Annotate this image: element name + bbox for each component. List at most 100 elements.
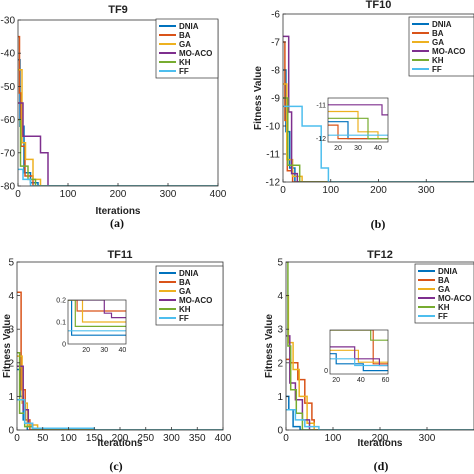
inset-series-line bbox=[328, 117, 388, 140]
inset-series-line bbox=[330, 349, 388, 363]
y-tick-label: 5 bbox=[277, 258, 283, 269]
y-tick-label: -7 bbox=[271, 38, 280, 49]
x-axis-label: Iterations bbox=[357, 438, 402, 449]
legend-label: FF bbox=[438, 312, 448, 321]
legend-box bbox=[155, 18, 219, 79]
series-group bbox=[18, 35, 218, 186]
x-tick-label: 400 bbox=[210, 189, 227, 200]
inset-x-tick-label: 40 bbox=[374, 145, 382, 152]
inset-series-line bbox=[68, 300, 126, 312]
y-tick-label: e-70 bbox=[0, 148, 15, 159]
inset-series-line bbox=[330, 353, 388, 372]
y-tick-label: 0 bbox=[277, 426, 283, 437]
series-group bbox=[283, 35, 474, 182]
legend-label: BA bbox=[179, 278, 191, 287]
inset-plot: 20 30 40 -12 -11 bbox=[316, 97, 389, 152]
legend-label: BA bbox=[179, 31, 191, 40]
x-tick-label: 0 bbox=[283, 433, 289, 444]
inset-plot: 20 30 40 0 0.1 0.2 bbox=[56, 298, 126, 355]
y-tick-label: 1 bbox=[277, 392, 283, 403]
x-tick-label: 100 bbox=[60, 189, 77, 200]
series-line-ff bbox=[286, 409, 474, 430]
chart-title: TF12 bbox=[367, 249, 393, 261]
series-line-dnia bbox=[283, 69, 474, 182]
inset-x-tick-label: 20 bbox=[82, 347, 90, 354]
y-tick-label: -6 bbox=[271, 10, 280, 21]
chart-title: TF11 bbox=[107, 249, 132, 261]
inset-frame bbox=[327, 97, 389, 143]
y-tick-label: e-60 bbox=[0, 115, 15, 126]
x-tick-label: 100 bbox=[60, 433, 77, 444]
y-tick-label: 3 bbox=[8, 325, 14, 336]
y-tick-label: 4 bbox=[277, 291, 283, 302]
y-tick-label: -10 bbox=[266, 122, 281, 133]
inset-x-tick-label: 20 bbox=[334, 145, 342, 152]
x-tick-label: 300 bbox=[160, 189, 177, 200]
y-tick-label: -12 bbox=[266, 178, 281, 189]
legend-label: GA bbox=[438, 285, 450, 294]
x-tick-label: 100 bbox=[325, 433, 342, 444]
x-tick-label: 350 bbox=[189, 433, 206, 444]
y-axis-label: Fitness Value bbox=[2, 314, 13, 378]
panel-caption: (c) bbox=[109, 459, 122, 473]
chart-title: TF10 bbox=[366, 0, 392, 11]
inset-series-group bbox=[328, 104, 388, 140]
inset-plot: 20 40 60 0 bbox=[324, 329, 390, 384]
series-line-ga bbox=[18, 69, 218, 186]
series-line-mo-aco bbox=[17, 365, 223, 430]
legend-label: DNIA bbox=[179, 22, 199, 31]
legend-label: MO-ACO bbox=[438, 294, 471, 303]
legend-label: KH bbox=[179, 58, 191, 67]
series-line-dnia bbox=[286, 395, 474, 430]
inset-y-tick-label: 0 bbox=[324, 368, 328, 375]
inset-series-line bbox=[68, 300, 126, 319]
y-tick-label: e-50 bbox=[0, 82, 15, 93]
series-line-ga bbox=[283, 83, 474, 182]
inset-x-tick-label: 30 bbox=[354, 145, 362, 152]
inset-x-tick-label: 30 bbox=[100, 347, 108, 354]
y-tick-label: -9 bbox=[271, 94, 280, 105]
x-tick-label: 400 bbox=[215, 433, 232, 444]
y-tick-label: -8 bbox=[271, 66, 280, 77]
x-tick-label: 0 bbox=[15, 189, 21, 200]
series-line-kh bbox=[286, 262, 474, 430]
y-tick-label: 0 bbox=[8, 426, 14, 437]
series-line-kh bbox=[18, 118, 218, 186]
inset-series-group bbox=[330, 330, 388, 372]
panel-caption: (b) bbox=[371, 217, 386, 231]
series-line-ff bbox=[283, 105, 474, 182]
x-tick-label: 0 bbox=[280, 185, 286, 196]
chart-panel-1: TF9 0 100 200 300 400 e-80 e-70 e-60 e-50 e-40 e-30… bbox=[0, 4, 227, 230]
legend-label: GA bbox=[432, 38, 444, 47]
inset-series-line bbox=[330, 330, 388, 365]
series-line-mo-aco bbox=[286, 335, 474, 430]
series-line-kh bbox=[283, 97, 474, 182]
series-line-kh bbox=[17, 351, 223, 430]
series-line-ff bbox=[18, 168, 218, 186]
inset-y-tick-label: 0 bbox=[62, 342, 66, 349]
x-tick-label: 300 bbox=[163, 433, 180, 444]
y-axis-label: Fitness Value bbox=[264, 314, 275, 378]
x-tick-label: 150 bbox=[86, 433, 103, 444]
legend-label: MO-ACO bbox=[179, 296, 212, 305]
series-line-mo-aco bbox=[283, 35, 474, 182]
y-tick-label: 2 bbox=[277, 358, 283, 369]
y-tick-label: e-80 bbox=[0, 182, 15, 193]
legend-label: DNIA bbox=[432, 20, 452, 29]
inset-x-tick-label: 60 bbox=[382, 377, 390, 384]
x-tick-label: 200 bbox=[370, 185, 387, 196]
x-axis-label: Iterations bbox=[97, 438, 142, 449]
inset-series-line bbox=[328, 124, 388, 140]
legend-label: MO-ACO bbox=[179, 49, 212, 58]
inset-series-line bbox=[68, 300, 126, 336]
x-tick-label: 100 bbox=[322, 185, 339, 196]
y-tick-label: 4 bbox=[8, 291, 14, 302]
x-tick-label: 0 bbox=[14, 433, 20, 444]
inset-y-tick-label: 0.2 bbox=[56, 298, 66, 305]
y-tick-label: -11 bbox=[266, 150, 280, 161]
inset-series-line bbox=[330, 358, 388, 367]
